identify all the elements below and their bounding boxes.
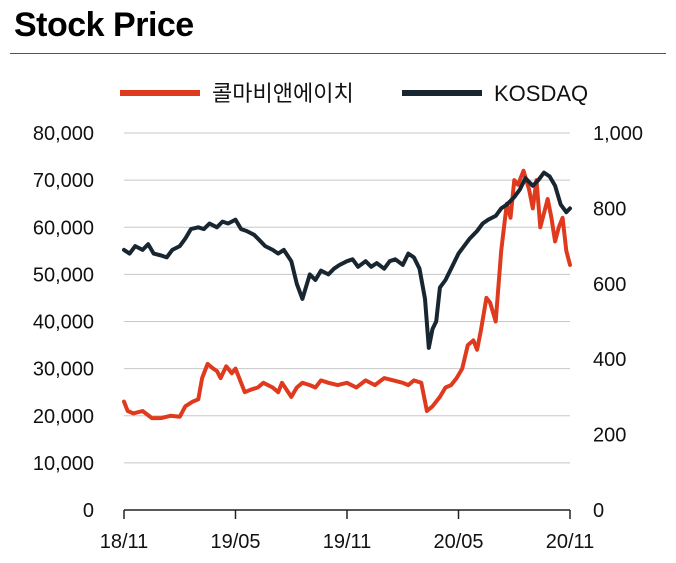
left-axis-tick-labels: 0 10,000 20,000 30,000 40,000 50,000 60,000 70,… [33,123,94,522]
left-axis-tick-label: 80,000 [33,123,94,145]
series-lines [122,168,572,421]
left-axis-tick-label: 50,000 [33,264,94,286]
gridlines [124,132,570,464]
x-axis-tick-label: 20/11 [546,531,595,553]
legend: 콜마비앤에이치 KOSDAQ [120,81,588,106]
left-axis-tick-label: 20,000 [33,406,94,428]
page-title: Stock Price [14,6,194,44]
left-axis-tick-label: 0 [83,500,94,522]
x-axis-tick-label: 18/11 [100,531,149,553]
x-axis-tick-label: 19/11 [323,531,372,553]
right-axis-tick-labels: 0 200 400 600 800 1,000 [593,123,643,522]
left-axis-tick-label: 40,000 [33,312,94,334]
x-axis-tick-label: 19/05 [210,531,260,553]
left-axis-tick-label: 70,000 [33,170,94,192]
legend-label-kosdaq: KOSDAQ [494,81,588,106]
axes [123,509,571,519]
series-line-colmar [122,168,572,421]
right-axis-tick-label: 600 [593,274,626,296]
left-axis-tick-label: 60,000 [33,217,94,239]
x-axis-tick-label: 20/05 [433,531,483,553]
title-divider [10,53,666,54]
right-axis-tick-label: 400 [593,349,626,371]
right-axis-tick-label: 1,000 [593,123,643,145]
right-axis-tick-label: 0 [593,500,604,522]
right-axis-tick-label: 800 [593,198,626,220]
series-line-kosdaq [122,170,572,350]
x-axis-tick-labels: 18/11 19/05 19/11 20/05 20/11 [100,531,595,553]
legend-label-colmar: 콜마비앤에이치 [212,81,354,106]
right-axis-tick-label: 200 [593,425,626,447]
left-axis-tick-label: 30,000 [33,359,94,381]
left-axis-tick-label: 10,000 [33,453,94,475]
